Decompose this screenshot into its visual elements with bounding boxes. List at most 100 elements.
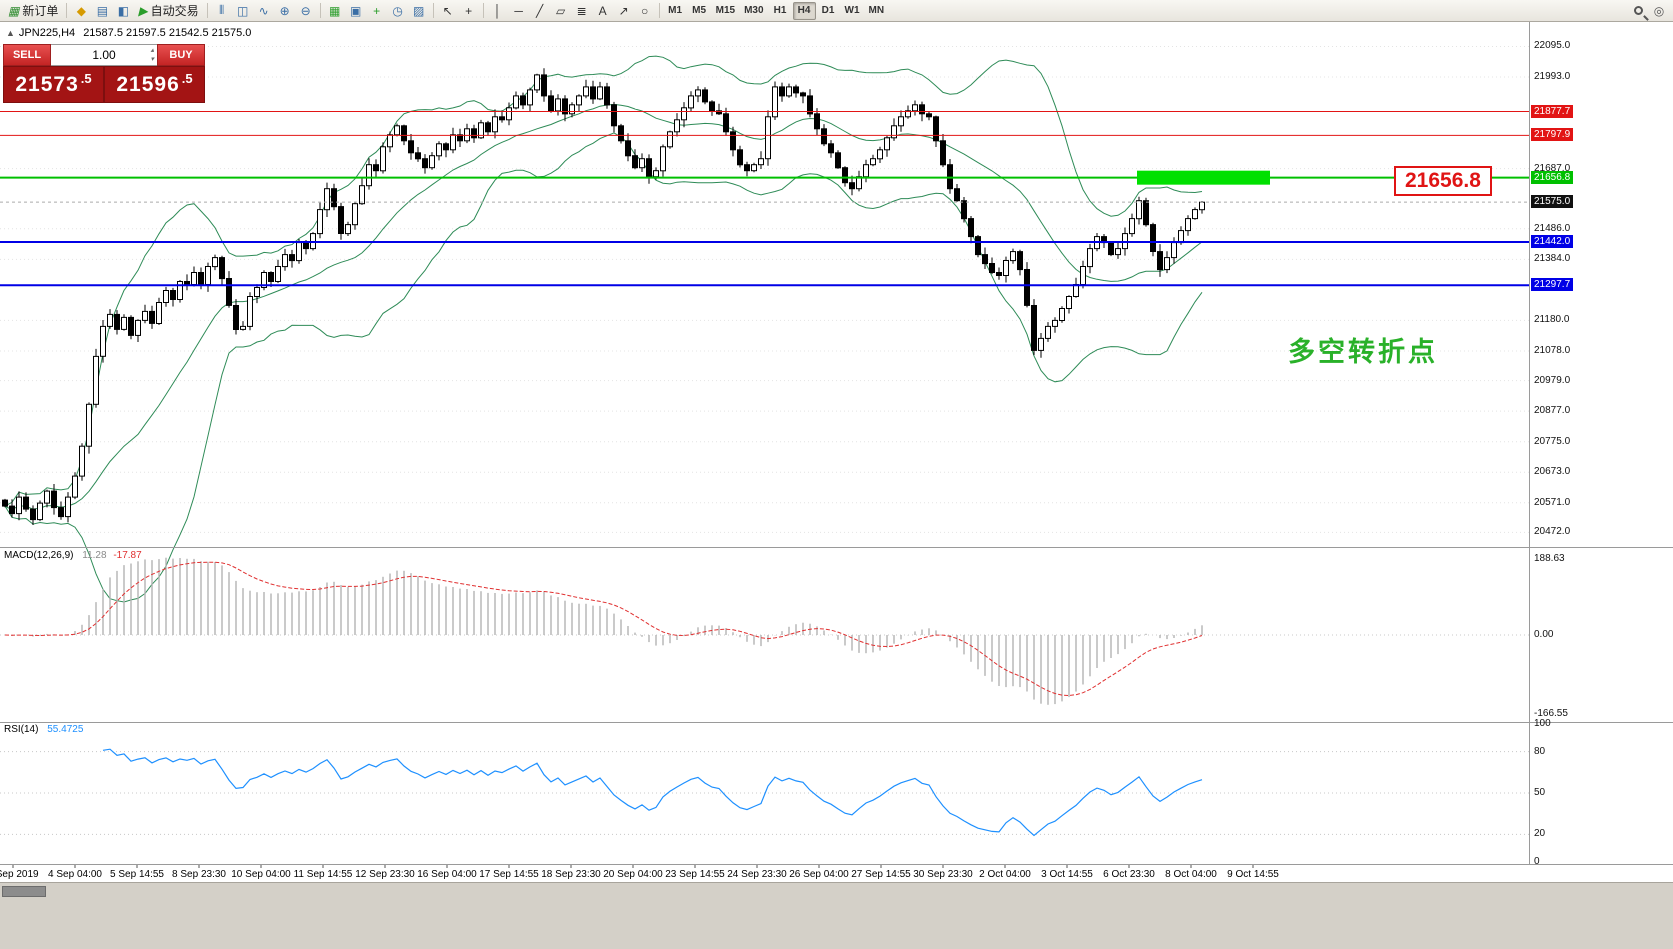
symbol-label: JPN225,H4 — [18, 27, 76, 39]
candle-down — [933, 116, 939, 142]
candle-up — [534, 74, 540, 91]
candle-down — [338, 206, 344, 235]
sell-price-display[interactable]: 21573 .5 — [3, 66, 104, 103]
period-icon[interactable]: ◷ — [392, 3, 403, 18]
fibonacci-icon[interactable]: ≣ — [576, 3, 587, 18]
toolbar-separator — [319, 3, 321, 18]
panel-separator[interactable] — [0, 547, 1673, 548]
bollinger-upper-band — [4, 55, 1203, 507]
buy-price-display[interactable]: 21596 .5 — [104, 66, 205, 103]
candle-up — [1129, 218, 1135, 235]
timeframe-m5[interactable]: M5 — [692, 5, 707, 16]
candle-up — [394, 125, 400, 136]
zoom-out-icon[interactable]: ⊖ — [300, 3, 311, 18]
line-chart-icon[interactable]: ∿ — [258, 3, 269, 18]
cursor-icon[interactable]: ↖ — [442, 3, 453, 18]
channel-icon[interactable]: ▱ — [555, 3, 566, 18]
timeframe-m30[interactable]: M30 — [744, 5, 764, 16]
candle-down — [779, 86, 785, 97]
shapes-icon[interactable]: ○ — [640, 3, 649, 18]
one-click-collapse-icon[interactable]: ▲ — [6, 28, 15, 38]
candle-up — [1185, 218, 1191, 232]
candle-up — [681, 107, 687, 121]
horizontal-scrollbar-thumb[interactable] — [2, 886, 46, 897]
candle-up — [597, 86, 603, 100]
candle-down — [989, 263, 995, 273]
new-order-button[interactable]: ▦ 新订单 — [4, 2, 62, 20]
timeframe-mn[interactable]: MN — [868, 5, 885, 16]
spinner-up-icon[interactable]: ▴ — [150, 47, 154, 54]
candle-up — [380, 146, 386, 172]
candle-up — [667, 131, 673, 148]
data-window-icon[interactable]: ◧ — [117, 3, 130, 18]
volume-input[interactable]: 1.00 ▴ ▾ — [51, 44, 157, 66]
candle-down — [268, 272, 274, 282]
horizontal-line-icon[interactable]: ─ — [514, 3, 523, 18]
candle-down — [1031, 305, 1037, 351]
metaeditor-icon[interactable]: ◆ — [76, 3, 86, 18]
crosshair-icon[interactable]: + — [465, 3, 473, 18]
toolbar-group-tools: ↖ + — [438, 2, 479, 20]
bar-chart-icon[interactable]: ⦀ — [218, 3, 225, 17]
candle-down — [919, 104, 925, 115]
candle-down — [716, 110, 722, 115]
timeframe-h4[interactable]: H4 — [792, 1, 816, 20]
candle-down — [548, 95, 554, 112]
candle-up — [86, 403, 92, 447]
search-icon[interactable] — [1628, 2, 1648, 20]
candle-up — [527, 89, 533, 106]
community-icon[interactable]: ◎ — [1653, 3, 1665, 18]
macd-title: MACD(12,26,9) — [4, 550, 74, 561]
timeframe-d1[interactable]: D1 — [821, 5, 835, 16]
candle-up — [1052, 319, 1058, 327]
volume-spinner[interactable]: ▴ ▾ — [150, 46, 154, 64]
tile-windows-icon[interactable]: ▣ — [349, 3, 362, 18]
chart-info-line: ▲ JPN225,H4 21587.5 21597.5 21542.5 21575.… — [6, 27, 251, 39]
market-watch-icon[interactable]: ▤ — [96, 3, 109, 18]
auto-trading-button[interactable]: ▶ 自动交易 — [134, 2, 202, 20]
candle-down — [485, 122, 491, 133]
spinner-down-icon[interactable]: ▾ — [150, 56, 154, 63]
timeframe-h1[interactable]: H1 — [773, 5, 787, 16]
candlestick-icon[interactable]: ◫ — [236, 3, 249, 18]
candle-up — [569, 104, 575, 115]
candle-down — [926, 113, 932, 118]
one-click-trading-panel: SELL 1.00 ▴ ▾ BUY 21573 .5 21596 .5 — [3, 44, 205, 103]
candle-up — [121, 316, 127, 330]
add-indicator-icon[interactable]: + — [373, 3, 381, 18]
candle-up — [1059, 308, 1065, 321]
zoom-in-icon[interactable]: ⊕ — [279, 3, 290, 18]
candle-up — [1192, 209, 1198, 220]
toolbar-group-windows: ◆ ▤ ◧ — [71, 2, 133, 20]
timeframe-m1[interactable]: M1 — [668, 5, 683, 16]
timeframe-m15[interactable]: M15 — [715, 5, 736, 16]
sell-button[interactable]: SELL — [3, 44, 51, 66]
text-icon[interactable]: A — [598, 3, 607, 18]
toolbar: ▦ 新订单 ◆ ▤ ◧ ▶ 自动交易 ⦀ ◫ ∿ ⊕ ⊖ ▦ ▣ + ◷ ▨ ↖ + │ ─ ╱ ▱ ≣ A ↗… — [0, 0, 1673, 22]
candle-up — [93, 355, 99, 405]
candle-down — [198, 272, 204, 285]
toolbar-group-right: ◎ — [1649, 2, 1669, 20]
buy-button[interactable]: BUY — [157, 44, 205, 66]
grid-icon[interactable]: ▦ — [328, 3, 341, 18]
candle-up — [275, 266, 281, 282]
vertical-line-icon[interactable]: │ — [493, 3, 502, 18]
rsi-line — [102, 748, 1203, 837]
candle-up — [240, 325, 246, 330]
arrow-icon[interactable]: ↗ — [618, 3, 629, 18]
candle-down — [982, 254, 988, 265]
timeframe-w1[interactable]: W1 — [844, 5, 860, 16]
template-icon[interactable]: ▨ — [412, 3, 425, 18]
candle-up — [205, 266, 211, 285]
toolbar-separator — [658, 3, 660, 18]
toolbar-group-layout: ▦ ▣ + ◷ ▨ — [325, 2, 429, 20]
candle-up — [107, 313, 113, 327]
candle-up — [254, 287, 260, 297]
trendline-icon[interactable]: ╱ — [535, 3, 544, 18]
candle-up — [639, 158, 645, 169]
candle-up — [884, 137, 890, 151]
panel-separator[interactable] — [0, 722, 1673, 723]
candle-down — [961, 200, 967, 220]
candle-down — [226, 278, 232, 306]
